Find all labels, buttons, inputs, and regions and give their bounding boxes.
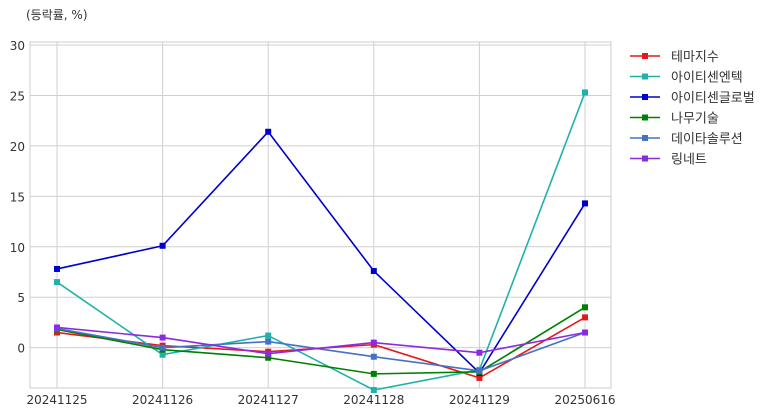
series-6-point [476, 349, 483, 356]
series-5-point [476, 367, 483, 374]
series-6-point [370, 339, 377, 346]
legend-label: 테마지수 [671, 50, 719, 65]
series-2-point [265, 332, 272, 339]
series-4-point [582, 304, 588, 311]
series-4-point [265, 354, 272, 361]
series-line-6 [56, 326, 586, 355]
series-line-4 [56, 306, 586, 375]
series-3-point [582, 200, 588, 207]
legend-swatch-marker [642, 155, 648, 162]
series-6-point [265, 350, 272, 357]
y-tick-label: 15 [10, 190, 25, 204]
series-1-point [476, 374, 483, 381]
legend-swatch-marker [642, 114, 648, 121]
series-3-point [159, 242, 166, 249]
legend-swatch-marker [642, 135, 648, 141]
legend-label: 아이티센글로벌 [671, 91, 755, 106]
series-4-point [370, 370, 377, 377]
x-tick-label: 20241126 [132, 393, 193, 407]
series-2-point [54, 279, 60, 286]
series-6-point [54, 324, 60, 331]
y-tick-label: 10 [10, 241, 25, 255]
series-1-point [582, 314, 588, 321]
y-axis-unit-label: (등락률, %) [26, 8, 88, 22]
x-tick-label: 20241129 [449, 393, 510, 407]
legend-swatch-marker [642, 73, 648, 80]
series-2-point [582, 89, 588, 96]
series-5-point [265, 338, 272, 345]
y-tick-label: 25 [10, 89, 25, 103]
legend-label: 데이타솔루션 [671, 132, 743, 147]
series-2-point [370, 387, 377, 394]
series-line-3 [56, 130, 586, 375]
legend-swatch-marker [642, 53, 648, 59]
plot-area-border [29, 41, 612, 389]
x-tick-label: 20241128 [343, 393, 404, 407]
y-tick-label: 0 [17, 342, 25, 356]
legend-label: 아이티센엔텍 [671, 71, 743, 86]
series-line-2 [56, 92, 586, 391]
legend-label: 링네트 [671, 153, 707, 168]
series-1-point [54, 329, 60, 336]
legend-label: 나무기술 [671, 112, 719, 127]
series-3-point [54, 265, 60, 272]
series-5-point [159, 344, 166, 351]
x-tick-label: 20250616 [554, 393, 615, 407]
x-tick-label: 20241127 [238, 393, 299, 407]
y-tick-label: 5 [17, 291, 25, 305]
legend-swatch-marker [642, 94, 648, 100]
series-2-point [159, 351, 166, 358]
series-3-point [265, 128, 272, 135]
series-6-point [582, 329, 588, 336]
series-6-point [159, 334, 166, 341]
series-3-point [370, 267, 377, 274]
series-line-5 [56, 327, 586, 372]
y-tick-label: 30 [10, 39, 25, 53]
x-tick-label: 20241125 [26, 393, 87, 407]
y-tick-label: 20 [10, 140, 25, 154]
series-5-point [370, 353, 377, 360]
